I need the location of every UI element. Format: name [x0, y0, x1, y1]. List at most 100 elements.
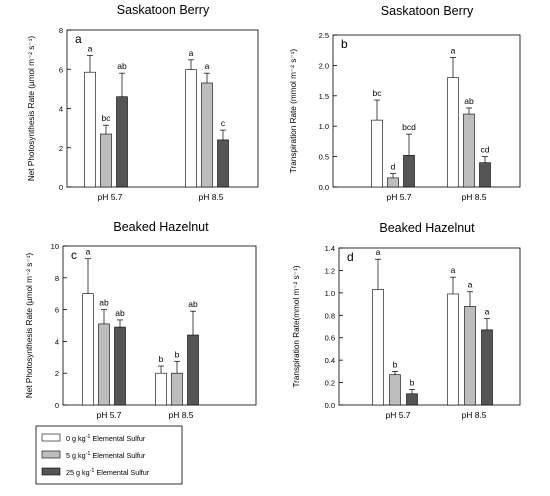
significance-letter: cd	[481, 145, 490, 155]
legend-label: 5 g kg-1 Elemental Sulfur	[66, 451, 146, 460]
panel-label: c	[71, 248, 77, 262]
legend-swatch	[41, 450, 61, 459]
bar	[217, 139, 229, 188]
significance-letter: bc	[102, 113, 112, 123]
significance-letter: ab	[99, 298, 109, 308]
significance-letter: a	[451, 45, 456, 55]
y-tick-label: 0.0	[325, 401, 335, 410]
y-tick-label: 0.2	[325, 379, 335, 388]
significance-letter: a	[468, 280, 473, 290]
bar	[171, 372, 183, 406]
category-label: pH 8.5	[168, 410, 193, 420]
y-tick-label: 1.0	[319, 122, 329, 131]
y-tick-label: 8	[55, 274, 59, 283]
y-tick-label: 0.8	[325, 311, 335, 320]
category-label: pH 5.7	[96, 410, 121, 420]
y-axis-label: Transpiration Rate(mmol m⁻² s⁻¹)	[292, 265, 301, 387]
bar	[447, 77, 459, 188]
y-tick-label: 6	[55, 306, 59, 315]
bar	[371, 119, 383, 188]
legend-label: 0 g kg-1 Elemental Sulfur	[66, 434, 146, 443]
y-tick-label: 0	[55, 401, 59, 410]
bar	[100, 133, 112, 188]
y-tick-label: 6	[59, 65, 63, 74]
bar	[187, 334, 199, 406]
legend-box	[35, 425, 183, 485]
y-axis-label: Net Photosynthesis Rate (µmol m⁻² s⁻¹)	[25, 253, 34, 399]
chart-title: Saskatoon Berry	[381, 4, 474, 18]
chart-panel-c: Beaked Hazelnut c 0 2 4 6 8 10 Net Photosynthesi…	[25, 220, 257, 420]
chart-title: Beaked Hazelnut	[113, 220, 209, 234]
y-tick-label: 2	[59, 144, 63, 153]
significance-letter: b	[159, 354, 164, 364]
bar	[98, 323, 110, 406]
bar	[116, 96, 128, 188]
significance-letter: ab	[117, 61, 127, 71]
significance-letter: b	[410, 377, 415, 387]
plot-frame	[338, 247, 521, 406]
significance-letter: a	[451, 265, 456, 275]
significance-letter: a	[86, 247, 91, 257]
legend: 0 g kg-1 Elemental Sulfur 5 g kg-1 Elemen…	[35, 425, 183, 485]
significance-letter: ab	[188, 299, 198, 309]
category-label: pH 5.7	[97, 192, 122, 202]
chart-panel-a: Saskatoon Berry a 0 2 4 6 8 Net Photosynthesis …	[27, 3, 259, 202]
y-tick-label: 0.5	[319, 153, 329, 162]
y-tick-label: 4	[59, 105, 63, 114]
category-label: pH 5.7	[386, 192, 411, 202]
significance-letter: ab	[464, 96, 474, 106]
bar	[82, 293, 94, 406]
y-axis-label: Transpiration Rate (mmol m⁻² s⁻¹)	[289, 49, 298, 174]
y-tick-label: 1.5	[319, 92, 329, 101]
bar	[389, 374, 401, 406]
legend-label: 25 g kg-1 Elemental Sulfur	[66, 468, 150, 477]
bar	[84, 71, 96, 188]
bar	[114, 326, 126, 406]
bar	[447, 293, 459, 406]
y-tick-label: 2.5	[319, 31, 329, 40]
bar	[481, 329, 493, 406]
bar	[155, 372, 167, 406]
bar	[403, 155, 415, 188]
bar	[387, 177, 399, 188]
bar	[185, 69, 197, 188]
chart-title: Beaked Hazelnut	[379, 221, 475, 235]
panel-label: d	[347, 250, 354, 264]
bar	[479, 162, 491, 188]
y-axis-label: Net Photosynthesis Rate (µmol m⁻² s⁻¹)	[27, 36, 36, 182]
significance-letter: bc	[373, 88, 383, 98]
y-tick-label: 0.0	[319, 183, 329, 192]
chart-panel-b: Saskatoon Berry b 0.0 0.5 1.0 1.5 2.0 2.5 Transp…	[289, 4, 521, 202]
legend-swatch	[41, 433, 61, 442]
bar	[463, 113, 475, 188]
significance-letter: b	[393, 359, 398, 369]
y-tick-label: 10	[51, 242, 59, 251]
y-tick-label: 1.4	[325, 244, 335, 253]
bar	[372, 289, 384, 406]
significance-letter: a	[189, 48, 194, 58]
y-tick-label: 4	[55, 337, 59, 346]
significance-letter: bcd	[402, 122, 416, 132]
significance-letter: c	[221, 118, 226, 128]
significance-letter: d	[391, 162, 396, 172]
y-tick-label: 2.0	[319, 61, 329, 70]
panel-label: a	[75, 32, 82, 46]
significance-letter: a	[205, 61, 210, 71]
bar	[201, 82, 213, 188]
y-tick-label: 0	[59, 183, 63, 192]
significance-letter: b	[175, 349, 180, 359]
bar	[464, 306, 476, 406]
significance-letter: a	[485, 307, 490, 317]
category-label: pH 8.5	[461, 410, 486, 420]
y-tick-label: 1.0	[325, 289, 335, 298]
significance-letter: a	[88, 44, 93, 54]
chart-title: Saskatoon Berry	[117, 3, 210, 17]
category-label: pH 8.5	[198, 192, 223, 202]
category-label: pH 5.7	[385, 410, 410, 420]
y-tick-label: 0.4	[325, 356, 335, 365]
panel-label: b	[341, 37, 348, 51]
significance-letter: a	[376, 247, 381, 257]
y-tick-label: 1.2	[325, 266, 335, 275]
plot-frame	[332, 34, 521, 188]
